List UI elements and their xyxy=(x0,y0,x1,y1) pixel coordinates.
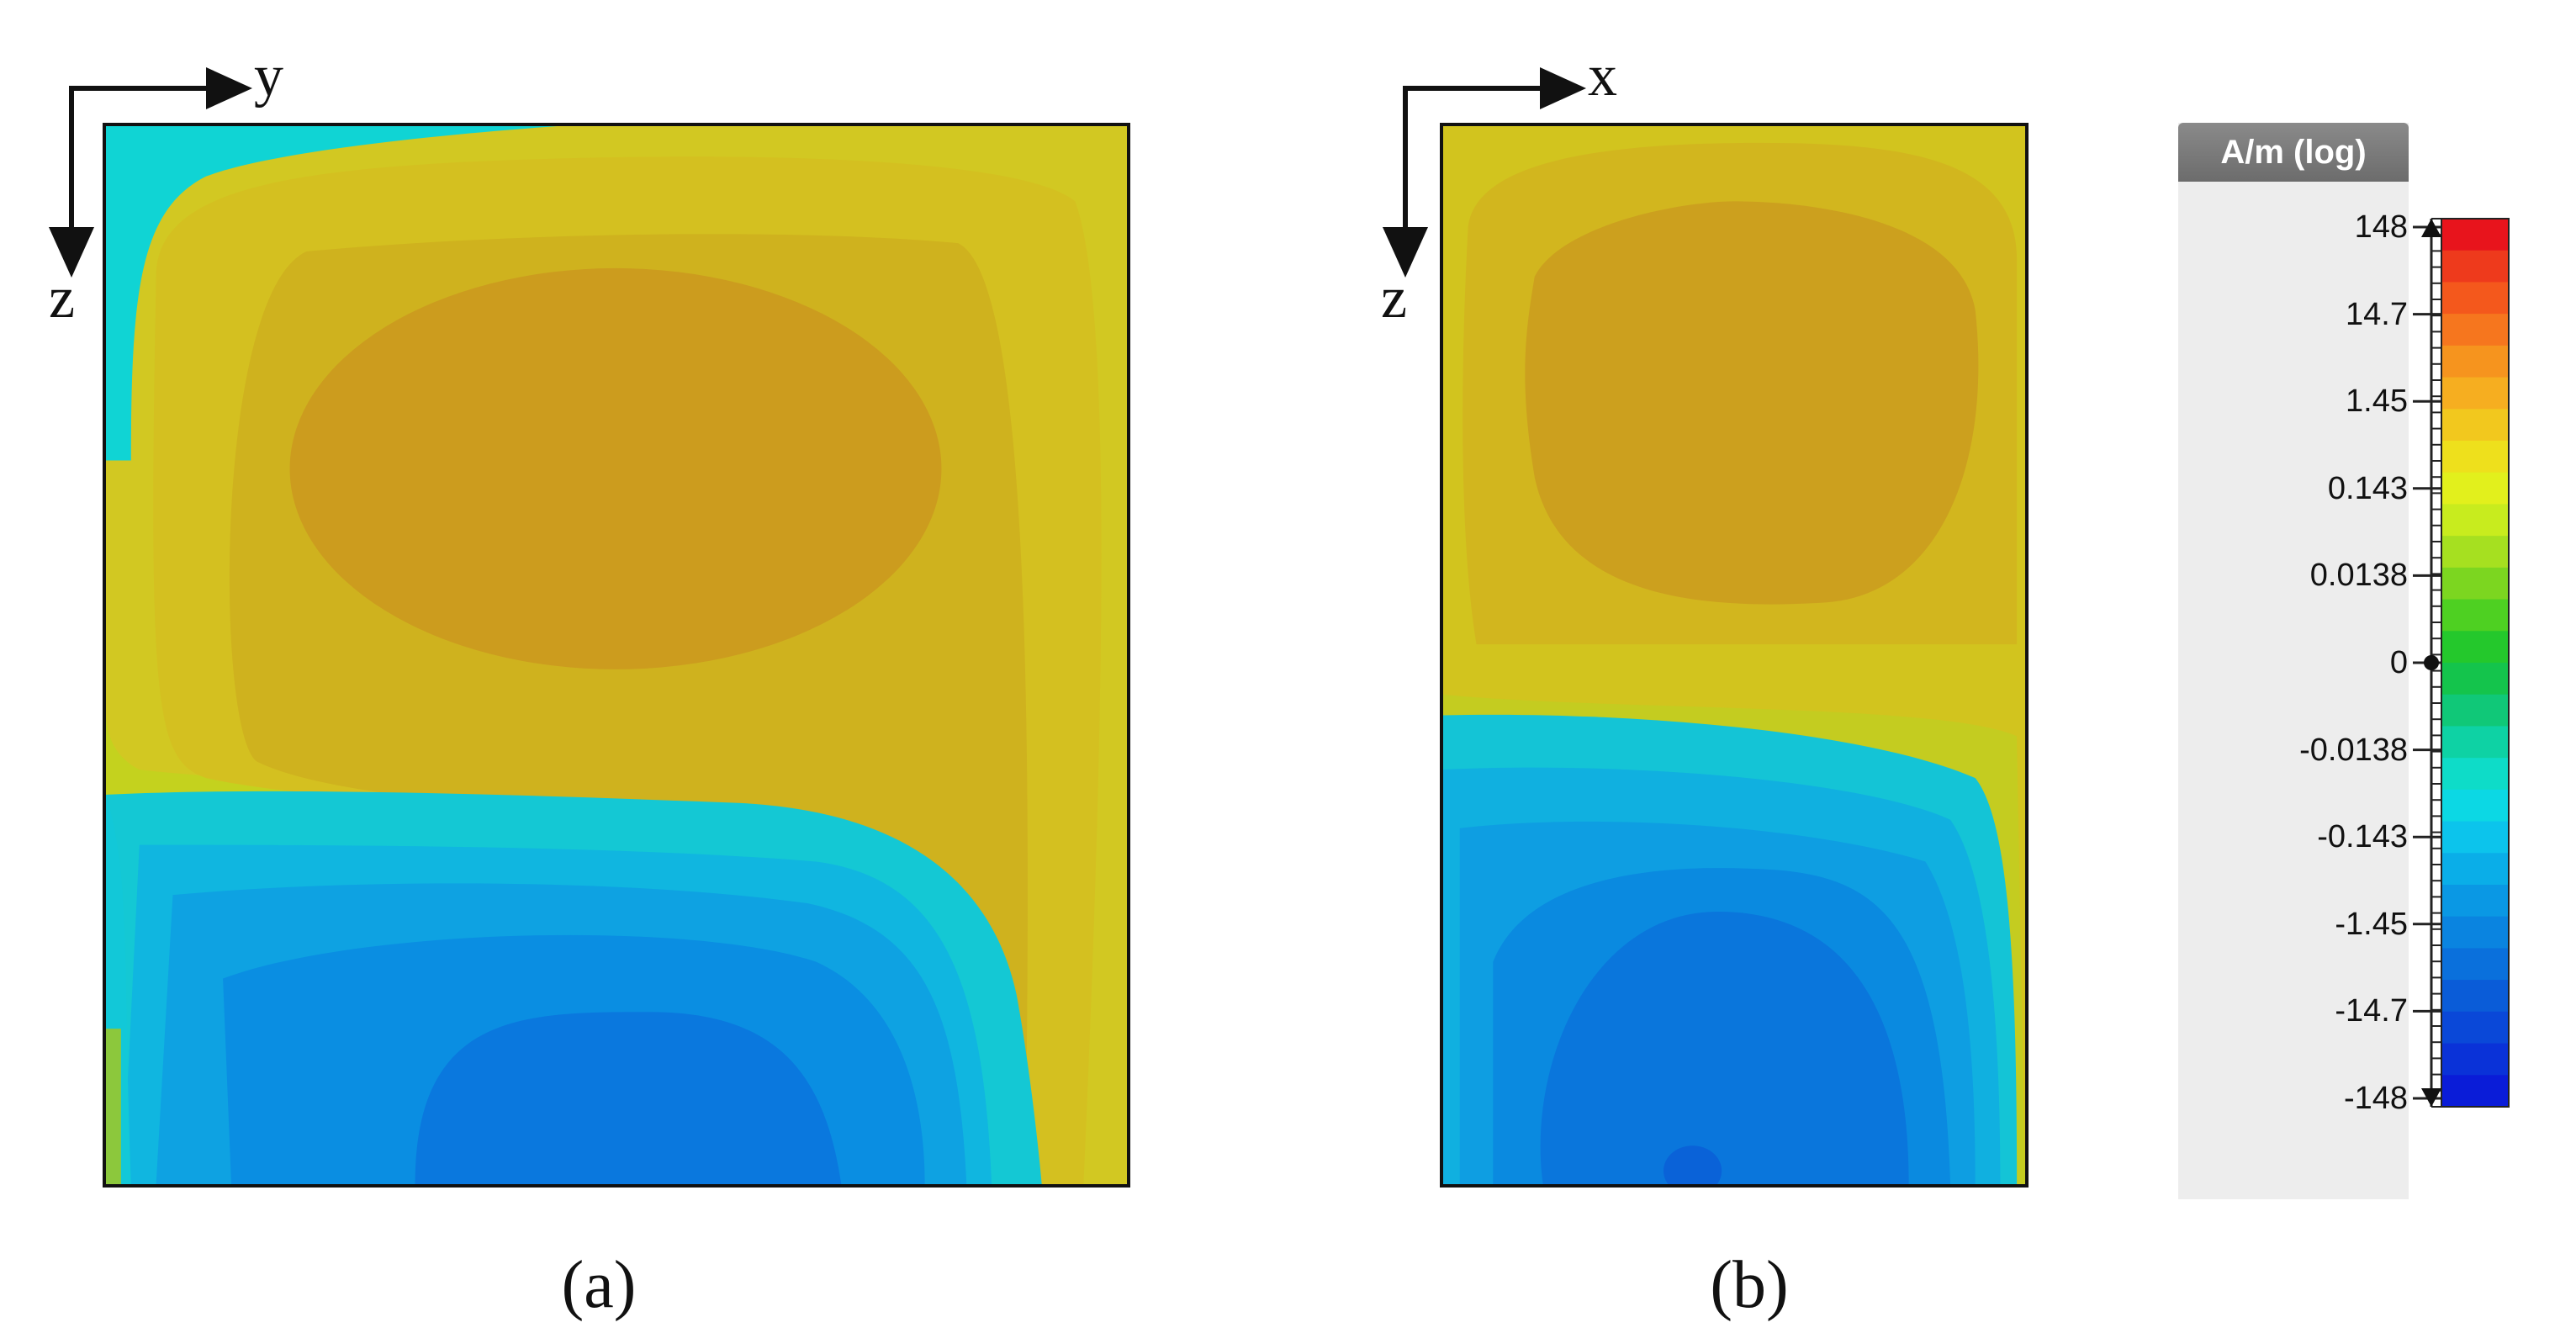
colorbar-max-arrow xyxy=(2421,219,2441,237)
colorbar-segment xyxy=(2441,1043,2509,1076)
colorbar-segment xyxy=(2441,567,2509,600)
colorbar-segment xyxy=(2441,885,2509,918)
colorbar-segment xyxy=(2441,1011,2509,1045)
colorbar-min-arrow xyxy=(2421,1088,2441,1107)
colorbar-segment xyxy=(2441,853,2509,886)
colorbar-segment xyxy=(2441,536,2509,569)
colorbar-tick-label: -0.0138 xyxy=(2299,732,2408,768)
caption-b: (b) xyxy=(1710,1248,1789,1322)
colorbar-tick-label: -0.143 xyxy=(2317,819,2408,855)
colorbar-segment xyxy=(2441,282,2509,315)
axis-label-x: x xyxy=(1588,44,1617,108)
colorbar-segment xyxy=(2441,758,2509,791)
colorbar-segment xyxy=(2441,789,2509,823)
colorbar-segment xyxy=(2441,472,2509,505)
heatmap-panel-a xyxy=(103,123,1130,1188)
colorbar-scale xyxy=(2413,218,2510,1108)
colorbar-segment xyxy=(2441,219,2509,251)
colorbar-segment xyxy=(2441,314,2509,346)
colorbar-segment xyxy=(2441,409,2509,442)
colorbar-segment xyxy=(2441,345,2509,378)
colorbar-tick-label: 0.143 xyxy=(2327,470,2408,506)
colorbar-title: A/m (log) xyxy=(2178,123,2409,182)
colorbar-tick-label: 14.7 xyxy=(2346,296,2408,332)
colorbar-tick-label: -14.7 xyxy=(2335,993,2408,1029)
axis-label-y: y xyxy=(254,44,283,108)
colorbar-segment xyxy=(2441,599,2509,632)
colorbar-segment xyxy=(2441,631,2509,664)
axis-label-z-a: z xyxy=(49,266,76,331)
axis-arrows-a xyxy=(49,67,252,278)
colorbar-tick-label: 0 xyxy=(2389,645,2408,680)
colorbar-segment xyxy=(2441,821,2509,854)
heatmap-panel-b xyxy=(1440,123,2029,1188)
colorbar-segment xyxy=(2441,250,2509,283)
caption-a: (a) xyxy=(561,1248,637,1322)
colorbar-segment xyxy=(2441,916,2509,949)
colorbar-zero-marker xyxy=(2424,655,2439,670)
colorbar-segment xyxy=(2441,948,2509,981)
colorbar-segment xyxy=(2441,663,2509,696)
colorbar-segment xyxy=(2441,1075,2509,1108)
colorbar-segment xyxy=(2441,377,2509,410)
colorbar-tick-label: 0.0138 xyxy=(2309,558,2408,594)
colorbar-tick-label: -1.45 xyxy=(2335,906,2408,942)
colorbar-segment xyxy=(2441,726,2509,759)
axis-arrows-b xyxy=(1383,67,1586,278)
colorbar: A/m (log) xyxy=(2178,123,2409,1199)
colorbar-segment xyxy=(2441,504,2509,537)
colorbar-segment xyxy=(2441,441,2509,473)
colorbar-segment xyxy=(2441,980,2509,1013)
colorbar-tick-label: 148 xyxy=(2354,209,2408,245)
colorbar-tick-label: 1.45 xyxy=(2346,384,2408,420)
colorbar-tick-label: -148 xyxy=(2343,1081,2408,1116)
axis-label-z-b: z xyxy=(1381,266,1408,331)
colorbar-segment xyxy=(2441,694,2509,727)
